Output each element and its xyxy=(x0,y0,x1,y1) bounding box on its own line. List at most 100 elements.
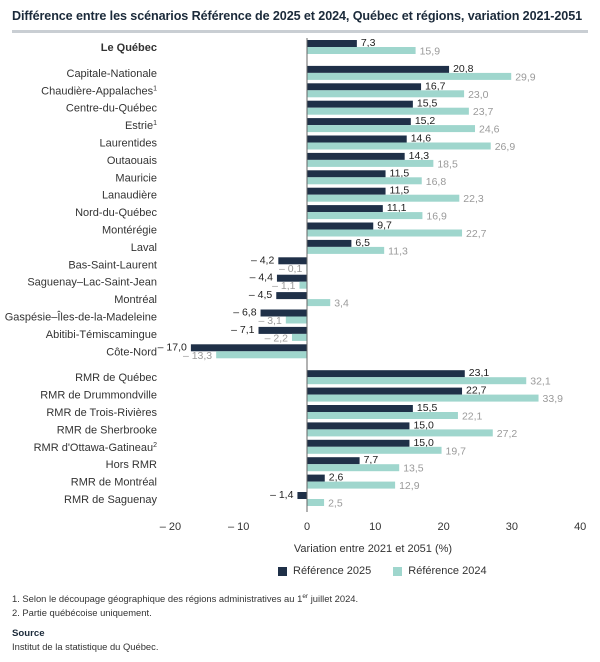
data-label-ref2024: 29,9 xyxy=(515,71,536,83)
footnote-2: 2. Partie québécoise uniquement. xyxy=(12,607,152,619)
bar-ref2025 xyxy=(307,170,386,178)
category-label-sup: 1 xyxy=(153,120,157,127)
x-tick-label: 0 xyxy=(304,521,310,533)
data-label-ref2024: 19,7 xyxy=(446,445,467,457)
data-label-ref2025: – 4,4 xyxy=(250,272,274,284)
bar-ref2024 xyxy=(216,351,307,359)
data-label-ref2024: 27,2 xyxy=(497,428,518,440)
legend-swatch-ref2024 xyxy=(393,566,403,576)
bar-ref2025 xyxy=(307,457,360,465)
data-label-ref2024: 2,5 xyxy=(328,498,343,510)
category-label: RMR de Québec xyxy=(75,372,157,384)
category-label: RMR de Drummondville xyxy=(40,390,157,402)
category-label-sup: 2 xyxy=(153,442,157,449)
bar-ref2024 xyxy=(307,412,458,419)
bar-ref2024 xyxy=(307,446,442,454)
data-label-ref2024: 22,1 xyxy=(462,411,483,423)
x-tick-label: 40 xyxy=(574,521,586,533)
category-label: Laurentides xyxy=(100,138,158,150)
data-label-ref2024: 18,5 xyxy=(437,158,458,170)
data-label-ref2025: 20,8 xyxy=(453,63,474,75)
data-label-ref2025: – 17,0 xyxy=(158,341,187,353)
data-label-ref2024: – 13,3 xyxy=(183,350,212,362)
data-label-ref2025: 23,1 xyxy=(469,367,490,379)
x-tick-label: – 10 xyxy=(228,521,249,533)
category-label: Saguenay–Lac-Saint-Jean xyxy=(27,277,157,289)
category-label: Bas-Saint-Laurent xyxy=(68,259,157,271)
data-label-ref2025: – 7,1 xyxy=(231,324,255,336)
bar-ref2024 xyxy=(307,194,460,202)
data-label-ref2024: 15,9 xyxy=(420,46,441,58)
bar-ref2024 xyxy=(307,299,331,307)
data-label-ref2025: 6,5 xyxy=(355,237,370,249)
category-label: Capitale-Nationale xyxy=(67,68,158,80)
bar-ref2025 xyxy=(307,222,374,230)
data-label-ref2024: 13,5 xyxy=(403,463,424,475)
data-label-ref2025: – 4,5 xyxy=(249,289,273,301)
data-label-ref2024: 26,9 xyxy=(495,141,516,153)
category-label: Mauricie xyxy=(115,172,157,184)
legend-item-ref2025: Référence 2025 xyxy=(278,565,371,577)
category-label: Côte-Nord xyxy=(106,346,157,358)
title-rule xyxy=(12,30,588,33)
data-label-ref2025: 15,0 xyxy=(413,419,434,431)
source-text: Institut de la statistique du Québec. xyxy=(12,641,159,652)
bar-ref2025 xyxy=(307,118,411,126)
bar-ref2024 xyxy=(285,316,307,324)
data-label-ref2025: 22,7 xyxy=(466,385,487,397)
legend-label-ref2025: Référence 2025 xyxy=(293,565,372,577)
bar-ref2025 xyxy=(307,239,352,247)
footnote-1: 1. Selon le découpage géographique des r… xyxy=(12,593,359,605)
category-label: Gaspésie–Îles-de-la-Madeleine xyxy=(5,311,157,324)
category-label: RMR de Saguenay xyxy=(64,494,157,506)
data-label-ref2025: 15,0 xyxy=(413,437,434,449)
bar-ref2025 xyxy=(307,65,450,73)
data-label-ref2024: 22,3 xyxy=(463,193,484,205)
x-tick-label: 20 xyxy=(437,521,449,533)
bar-ref2024 xyxy=(307,429,493,437)
bar-ref2024 xyxy=(307,159,434,167)
bar-ref2024 xyxy=(307,394,539,402)
bar-ref2024 xyxy=(307,90,465,98)
bar-ref2025 xyxy=(307,100,413,108)
bar-ref2025 xyxy=(307,187,386,195)
bar-ref2025 xyxy=(307,474,325,482)
data-label-ref2025: 14,3 xyxy=(409,150,430,162)
bar-ref2024 xyxy=(307,481,396,489)
chart-title: Différence entre les scénarios Référence… xyxy=(12,9,583,23)
bar-ref2025 xyxy=(258,326,307,334)
x-tick-label: 10 xyxy=(369,521,381,533)
data-label-ref2025: 11,5 xyxy=(390,167,410,179)
bar-ref2024 xyxy=(307,142,491,150)
bar-ref2024 xyxy=(307,377,527,385)
data-label-ref2024: 24,6 xyxy=(479,124,500,136)
category-label: RMR d'Ottawa-Gatineau2 xyxy=(34,442,157,454)
data-label-ref2025: 15,5 xyxy=(417,98,438,110)
category-label: Estrie1 xyxy=(125,120,157,132)
category-label: RMR de Montréal xyxy=(71,477,157,489)
data-label-ref2025: 7,7 xyxy=(364,454,379,466)
bar-ref2025 xyxy=(276,274,307,282)
category-label: Abitibi-Témiscamingue xyxy=(46,329,157,341)
category-label: Montérégie xyxy=(102,225,157,237)
bar-ref2024 xyxy=(291,333,307,341)
legend-swatch-ref2025 xyxy=(278,566,287,576)
bar-ref2025 xyxy=(307,205,383,213)
bar-ref2025 xyxy=(307,152,405,160)
bar-ref2024 xyxy=(307,72,512,80)
bar-ref2025 xyxy=(307,83,422,91)
data-label-ref2025: 7,3 xyxy=(361,37,376,49)
data-label-ref2024: 22,7 xyxy=(466,228,487,240)
category-label: Outaouais xyxy=(107,155,158,167)
category-label: Laval xyxy=(131,242,157,254)
x-axis-label: Variation entre 2021 et 2051 (%) xyxy=(294,543,452,555)
data-label-ref2024: 3,4 xyxy=(334,298,349,310)
bar-ref2025 xyxy=(307,387,463,395)
bar-ref2025 xyxy=(307,40,357,47)
category-label: Lanaudière xyxy=(102,190,157,202)
data-label-ref2024: 23,0 xyxy=(468,89,489,101)
data-label-ref2024: 23,7 xyxy=(473,106,494,118)
bar-ref2025 xyxy=(278,257,307,265)
x-tick-label: 30 xyxy=(506,521,518,533)
